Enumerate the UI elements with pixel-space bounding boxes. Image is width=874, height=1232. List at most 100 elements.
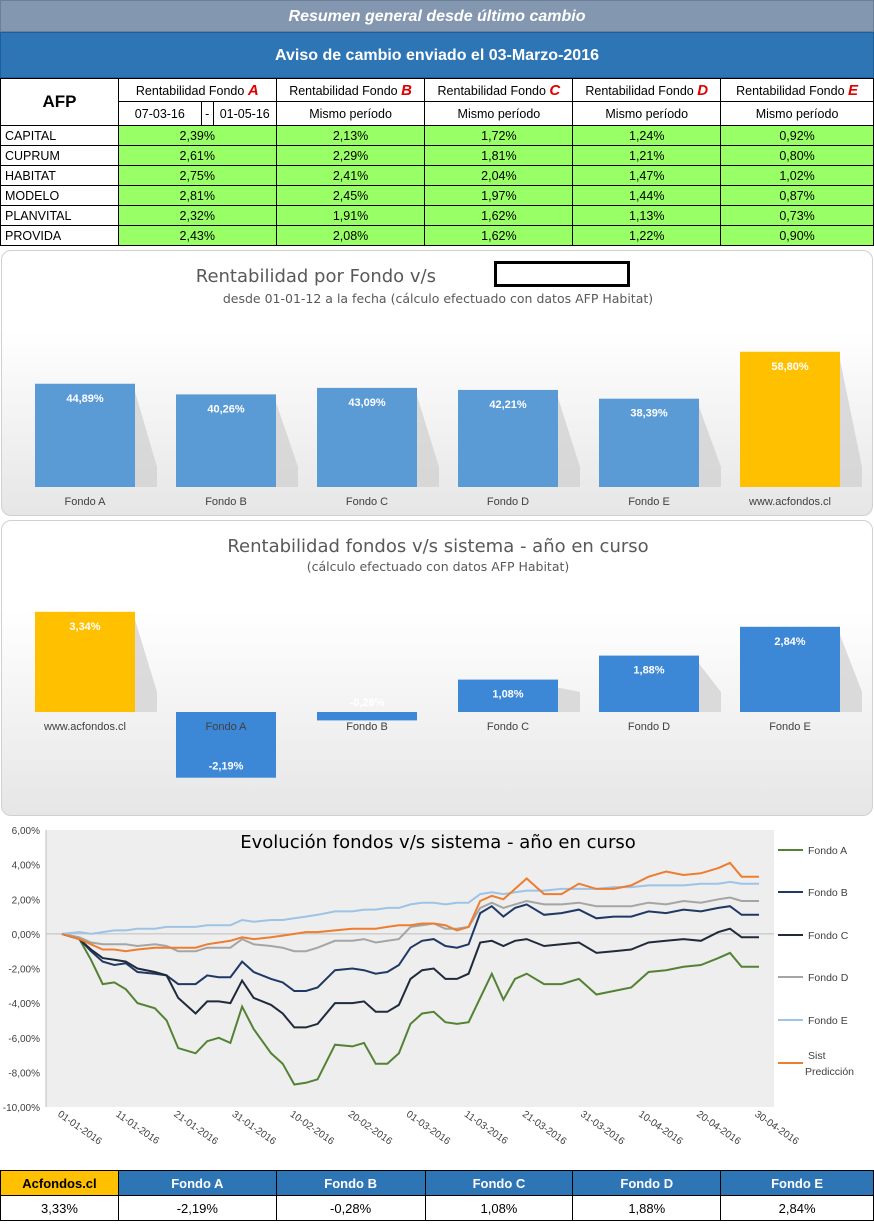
bottom-value-d: 1,88%: [572, 1195, 722, 1221]
chart1-panel: Rentabilidad por Fondo v/s desde 01-01-12…: [1, 250, 873, 516]
return-cell: 1,13%: [572, 205, 722, 226]
bar-category-label: Fondo B: [346, 721, 388, 733]
chart3-title: Evolución fondos v/s sistema - año en cu…: [240, 832, 635, 853]
bar-data-label: -0,28%: [350, 697, 385, 709]
bar-data-label: 2,84%: [774, 636, 805, 648]
bar-data-label: 42,21%: [489, 399, 527, 411]
chart2-svg: Rentabilidad fondos v/s sistema - año en…: [35, 536, 862, 778]
chart2-title: Rentabilidad fondos v/s sistema - año en…: [227, 536, 648, 557]
bar: [317, 712, 417, 721]
bar-shadow: [558, 687, 580, 712]
series-line: [61, 932, 759, 1086]
x-tick-label: 01-01-2016: [55, 1109, 104, 1148]
bottom-header-acfondos: Acfondos.cl: [0, 1170, 119, 1196]
bar-data-label: 58,80%: [771, 361, 809, 373]
bar-shadow: [558, 397, 580, 487]
return-cell: 1,44%: [572, 185, 722, 206]
bar-category-label: Fondo C: [487, 721, 529, 733]
afp-name: MODELO: [0, 185, 119, 206]
chart1-subtitle: desde 01-01-12 a la fecha (cálculo efect…: [223, 291, 653, 306]
return-cell: 1,81%: [424, 145, 574, 166]
x-tick-label: 21-03-2016: [520, 1109, 569, 1148]
change-notice-banner: Aviso de cambio enviado el 03-Marzo-2016: [0, 32, 874, 78]
chart3-svg: 6,00% 4,00% 2,00% 0,00% -2,00% -4,00% -6,00% -8…: [3, 826, 854, 1148]
afp-name: PLANVITAL: [0, 205, 119, 226]
y-tick-label: -8,00%: [8, 1068, 40, 1079]
fund-header-a: Rentabilidad Fondo A: [117, 78, 277, 102]
bar-shadow: [840, 359, 862, 487]
bar-category-label: Fondo A: [206, 721, 248, 733]
return-cell: 0,80%: [720, 145, 874, 166]
bar-data-label: 44,89%: [66, 393, 104, 405]
x-tick-label: 20-04-2016: [694, 1109, 743, 1148]
bar: [176, 394, 276, 487]
bar: [740, 351, 840, 487]
bar-data-label: 1,88%: [633, 665, 664, 677]
y-tick-label: -10,00%: [3, 1103, 40, 1114]
table-row: PROVIDA 2,43% 2,08% 1,62% 1,22% 0,90%: [0, 225, 874, 246]
legend-label: Fondo C: [808, 930, 849, 942]
x-tick-label: 11-03-2016: [462, 1109, 510, 1147]
bar-shadow: [699, 406, 721, 487]
fund-header-b: Rentabilidad Fondo B: [275, 78, 426, 102]
date-from: 07-03-16: [117, 101, 202, 126]
chart3-panel: 6,00% 4,00% 2,00% 0,00% -2,00% -4,00% -6,00% -8…: [0, 820, 874, 1168]
table-row: CUPRUM 2,61% 2,29% 1,81% 1,21% 0,80%: [0, 145, 874, 166]
bar: [599, 655, 699, 712]
fund-header-c: Rentabilidad Fondo C: [424, 78, 574, 102]
bottom-header-a: Fondo A: [117, 1170, 277, 1196]
bar-category-label: www.acfondos.cl: [748, 496, 831, 508]
legend-label: Fondo A: [808, 845, 847, 857]
bottom-value-acfondos: 3,33%: [0, 1195, 119, 1221]
return-cell: 1,22%: [572, 225, 722, 246]
same-period-e: Mismo período: [720, 101, 874, 126]
return-cell: 1,91%: [275, 205, 426, 226]
bottom-header-d: Fondo D: [572, 1170, 722, 1196]
afp-header: AFP: [0, 78, 119, 126]
afp-name: CUPRUM: [0, 145, 119, 166]
x-tick-label: 21-01-2016: [172, 1109, 221, 1148]
return-cell: 1,02%: [720, 165, 874, 186]
bar-data-label: 3,34%: [69, 621, 100, 633]
series-line: [61, 861, 759, 953]
return-cell: 1,21%: [572, 145, 722, 166]
return-cell: 2,29%: [275, 145, 426, 166]
same-period-c: Mismo período: [424, 101, 574, 126]
chart2-subtitle: (cálculo efectuado con datos AFP Habitat…: [307, 559, 570, 574]
return-cell: 2,13%: [275, 125, 426, 146]
bar-data-label: 38,39%: [630, 408, 668, 420]
legend-label: Fondo E: [808, 1015, 848, 1027]
bar-category-label: www.acfondos.cl: [43, 721, 126, 733]
return-cell: 1,97%: [424, 185, 574, 206]
return-cell: 2,45%: [275, 185, 426, 206]
afp-name: PROVIDA: [0, 225, 119, 246]
legend-label: Sist: [808, 1050, 826, 1062]
bottom-header-b: Fondo B: [275, 1170, 426, 1196]
bar: [458, 389, 558, 487]
table-row: PLANVITAL 2,32% 1,91% 1,62% 1,13% 0,73%: [0, 205, 874, 226]
redacted-box: [494, 261, 630, 287]
return-cell: 2,81%: [117, 185, 277, 206]
series-line: [61, 903, 759, 992]
legend-label: Predicción: [805, 1066, 854, 1078]
bottom-header-e: Fondo E: [720, 1170, 874, 1196]
bottom-table: Acfondos.cl Fondo A Fondo B Fondo C Fond…: [0, 1170, 874, 1221]
y-tick-label: 0,00%: [12, 930, 40, 941]
bar-category-label: Fondo D: [628, 721, 670, 733]
fund-header-d: Rentabilidad Fondo D: [572, 78, 722, 102]
bar-shadow: [840, 634, 862, 712]
return-cell: 2,41%: [275, 165, 426, 186]
return-cell: 0,90%: [720, 225, 874, 246]
bar-category-label: Fondo A: [65, 496, 107, 508]
afp-name: CAPITAL: [0, 125, 119, 146]
return-cell: 1,72%: [424, 125, 574, 146]
return-cell: 2,39%: [117, 125, 277, 146]
bottom-value-b: -0,28%: [275, 1195, 426, 1221]
return-cell: 1,62%: [424, 225, 574, 246]
x-tick-label: 20-02-2016: [346, 1109, 395, 1148]
bottom-value-c: 1,08%: [424, 1195, 574, 1221]
bottom-value-e: 2,84%: [720, 1195, 874, 1221]
return-cell: 0,87%: [720, 185, 874, 206]
same-period-d: Mismo período: [572, 101, 722, 126]
series-line: [61, 927, 759, 1029]
